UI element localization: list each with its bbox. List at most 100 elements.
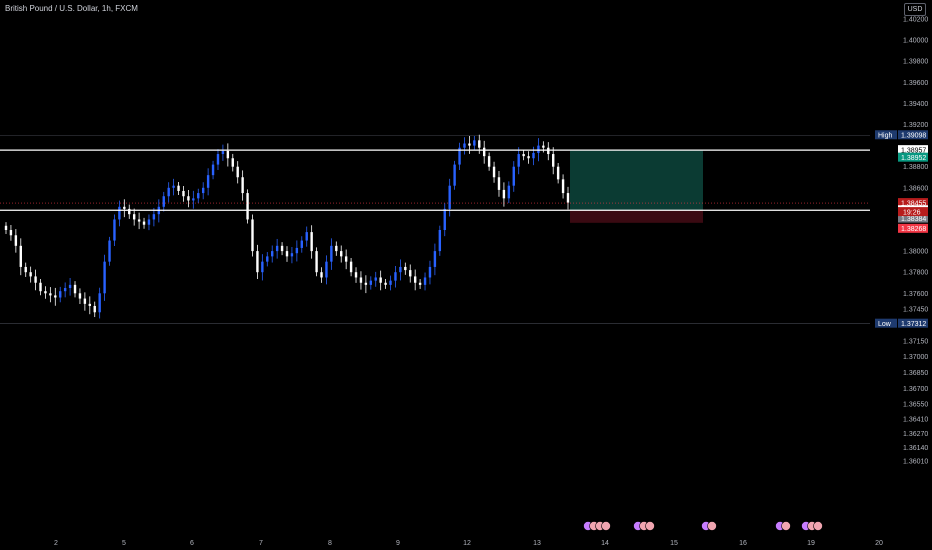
candle-body: [305, 232, 308, 241]
candle-body: [492, 166, 496, 178]
candle-body: [478, 140, 481, 148]
y-tick-label: 1.37000: [903, 354, 928, 361]
candle-body: [201, 187, 205, 194]
candle-body: [300, 240, 303, 248]
profit-zone: [570, 150, 703, 211]
candle-body: [542, 145, 545, 148]
countdown-label: 19:26: [903, 209, 921, 216]
candle-body: [192, 198, 195, 201]
candle-body: [374, 277, 377, 281]
candle-body: [54, 295, 57, 298]
candle-body: [487, 156, 491, 167]
price-tag-label: 1.39098: [901, 132, 926, 139]
y-tick-label: 1.38000: [903, 249, 928, 256]
candle-body: [221, 150, 225, 155]
candle-body: [14, 235, 18, 246]
candle-body: [418, 282, 422, 285]
candle-body: [83, 298, 87, 304]
candle-body: [271, 251, 274, 257]
candle-body: [285, 251, 289, 257]
x-tick-label: 14: [601, 540, 609, 547]
candle-body: [547, 147, 550, 155]
candle-body: [142, 221, 146, 225]
candle-body: [448, 185, 451, 209]
candle-body: [78, 293, 82, 299]
candle-body: [24, 266, 27, 273]
candle-body: [187, 196, 190, 201]
price-tag: [898, 213, 928, 223]
candle-body: [206, 175, 210, 188]
candle-body: [9, 230, 13, 236]
low-label-tag: [875, 318, 897, 328]
candle-body: [34, 276, 37, 283]
economic-event-icon[interactable]: [707, 521, 717, 531]
economic-event-icon[interactable]: [813, 521, 823, 531]
candle-body: [335, 245, 338, 252]
y-tick-label: 1.36550: [903, 402, 928, 409]
y-tick-label: 1.40200: [903, 17, 928, 24]
candle-body: [349, 261, 353, 273]
candle-body: [438, 230, 442, 252]
x-tick-label: 15: [670, 540, 678, 547]
candle-body: [162, 196, 165, 207]
candle-body: [19, 245, 22, 267]
candle-body: [413, 276, 417, 283]
candle-body: [502, 189, 506, 199]
price-tag-label: 1.37312: [901, 321, 926, 328]
price-tag: [898, 145, 928, 155]
economic-event-icon[interactable]: [645, 521, 655, 531]
candle-body: [295, 247, 299, 254]
candle-body: [473, 140, 476, 146]
x-tick-label: 19: [807, 540, 815, 547]
x-tick-label: 20: [875, 540, 883, 547]
candle-body: [73, 284, 77, 294]
economic-event-icon[interactable]: [781, 521, 791, 531]
candle-body: [59, 291, 62, 298]
candle-body: [266, 256, 269, 262]
candle-body: [68, 284, 72, 289]
candle-body: [552, 154, 555, 167]
high-label: High: [878, 132, 893, 139]
candle-body: [182, 190, 185, 197]
candle-body: [369, 280, 373, 285]
high-label-tag: [875, 130, 897, 140]
candle-body: [556, 166, 560, 180]
candle-body: [330, 245, 333, 262]
y-tick-label: 1.37450: [903, 307, 928, 314]
candle-body: [354, 272, 358, 278]
candle-body: [364, 282, 368, 285]
candle-body: [137, 219, 141, 222]
candle-body: [147, 219, 151, 225]
y-tick-label: 1.40000: [903, 38, 928, 45]
x-tick-label: 9: [396, 540, 400, 547]
candle-body: [98, 293, 101, 313]
candle-body: [256, 251, 259, 273]
y-tick-label: 1.39800: [903, 59, 928, 66]
candle-body: [118, 206, 121, 220]
candle-body: [325, 261, 328, 278]
candle-body: [423, 277, 427, 285]
y-tick-label: 1.37800: [903, 270, 928, 277]
candle-body: [226, 150, 230, 159]
candle-body: [404, 266, 407, 271]
y-tick-label: 1.38600: [903, 185, 928, 192]
candle-body: [211, 164, 215, 176]
countdown-tag: [898, 207, 928, 217]
candle-body: [409, 270, 412, 277]
candle-body: [49, 293, 52, 296]
currency-button[interactable]: USD: [904, 3, 926, 16]
candle-body: [290, 253, 294, 257]
economic-event-icon[interactable]: [601, 521, 611, 531]
candle-body: [241, 177, 244, 194]
candle-body: [172, 185, 175, 188]
price-tag: [898, 223, 928, 233]
candle-body: [428, 266, 432, 278]
price-tag: [898, 318, 928, 328]
candle-body: [522, 154, 525, 157]
price-tag: [898, 198, 928, 208]
x-tick-label: 12: [463, 540, 471, 547]
candle-body: [251, 219, 254, 252]
candle-body: [39, 282, 42, 292]
candle-body: [497, 177, 501, 190]
